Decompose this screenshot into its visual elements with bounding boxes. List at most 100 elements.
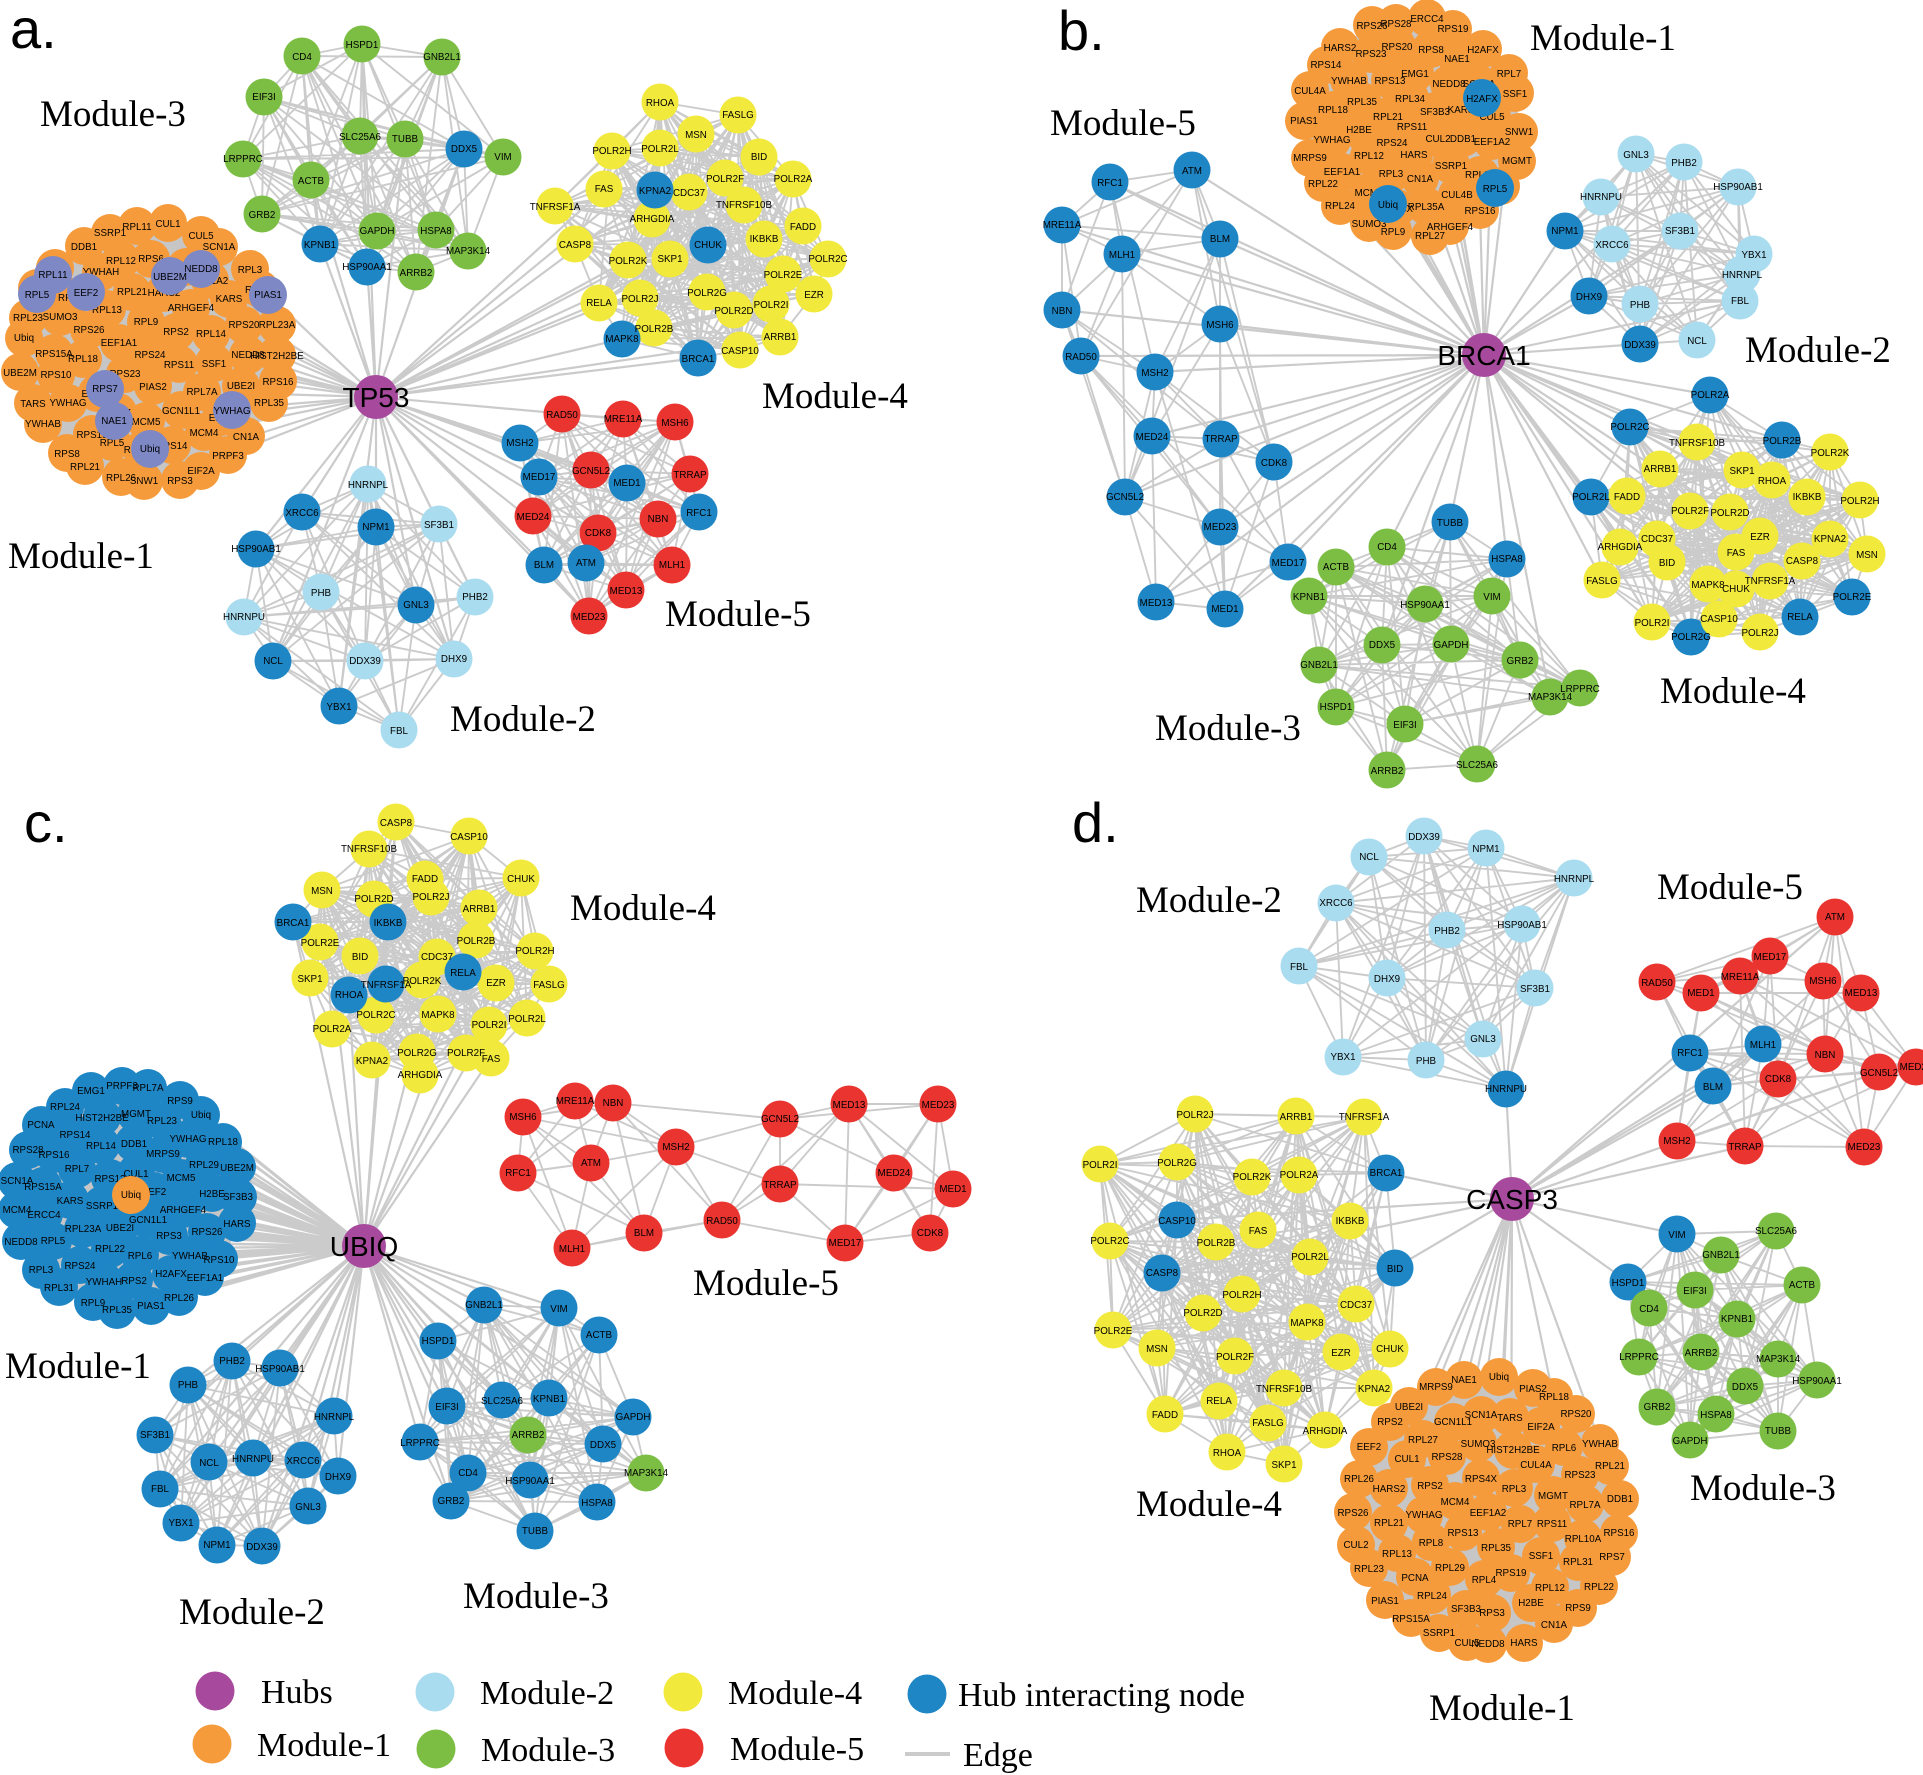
svg-text:POLR2J: POLR2J (621, 294, 658, 305)
svg-text:GCN5L2: GCN5L2 (572, 466, 610, 477)
svg-text:RPL23: RPL23 (13, 313, 44, 324)
svg-text:SUMO3: SUMO3 (1352, 219, 1387, 230)
svg-text:CN1A: CN1A (1407, 174, 1434, 185)
svg-text:RPS15A: RPS15A (35, 349, 73, 360)
svg-text:RPL22: RPL22 (1584, 1582, 1614, 1593)
svg-text:ARRB2: ARRB2 (1685, 1348, 1718, 1359)
svg-text:BRCA1: BRCA1 (277, 918, 310, 929)
svg-text:VIM: VIM (550, 1304, 567, 1315)
svg-text:MED23: MED23 (573, 612, 606, 623)
svg-text:KPNA2: KPNA2 (639, 186, 671, 197)
svg-text:POLR2I: POLR2I (754, 300, 789, 311)
svg-text:BLM: BLM (534, 560, 554, 571)
svg-text:RPS16: RPS16 (262, 377, 294, 388)
svg-text:EZR: EZR (1331, 1348, 1351, 1359)
svg-text:FAS: FAS (1727, 548, 1746, 559)
svg-text:HARS2: HARS2 (1373, 1484, 1406, 1495)
svg-text:Module-1: Module-1 (1429, 1688, 1575, 1729)
svg-text:CUL2: CUL2 (1425, 134, 1450, 145)
svg-text:RPL7A: RPL7A (1569, 1500, 1601, 1511)
svg-text:RPL5: RPL5 (25, 290, 50, 301)
svg-text:ARHGDIA: ARHGDIA (1303, 1426, 1348, 1437)
svg-text:MCM4: MCM4 (190, 428, 219, 439)
svg-text:MED13: MED13 (1140, 598, 1173, 609)
svg-text:CASP8: CASP8 (380, 818, 413, 829)
svg-text:RPL23: RPL23 (1354, 1564, 1385, 1575)
svg-text:HNRNPU: HNRNPU (223, 612, 265, 623)
svg-text:SSF1: SSF1 (202, 359, 227, 370)
svg-text:YWHAB: YWHAB (172, 1251, 208, 1262)
svg-text:Module-5: Module-5 (1657, 867, 1803, 908)
svg-text:MGMT: MGMT (121, 1109, 151, 1120)
svg-text:RPS8: RPS8 (54, 449, 80, 460)
svg-text:SNW1: SNW1 (1505, 127, 1533, 138)
svg-text:MLH1: MLH1 (1109, 250, 1135, 261)
svg-text:Module-3: Module-3 (1690, 1468, 1836, 1509)
svg-text:CDK8: CDK8 (1765, 1074, 1792, 1085)
svg-text:EEF1A2: EEF1A2 (1474, 137, 1511, 148)
svg-text:TUBB: TUBB (522, 1526, 549, 1537)
svg-text:Module-1: Module-1 (257, 1727, 391, 1764)
svg-text:H2BE: H2BE (1518, 1598, 1544, 1609)
svg-text:PIAS1: PIAS1 (1371, 1596, 1399, 1607)
svg-text:NBN: NBN (648, 514, 669, 525)
svg-text:FAS: FAS (595, 184, 614, 195)
svg-text:BID: BID (1659, 558, 1675, 569)
svg-text:RPL9: RPL9 (1381, 227, 1406, 238)
svg-text:RFC1: RFC1 (686, 508, 712, 519)
svg-text:SF3B1: SF3B1 (1520, 984, 1550, 995)
svg-text:RPL5: RPL5 (1483, 184, 1508, 195)
svg-text:YWHAB: YWHAB (25, 419, 61, 430)
svg-text:Hub interacting node: Hub interacting node (958, 1677, 1245, 1714)
svg-text:MED1: MED1 (1687, 988, 1714, 999)
svg-text:GNB2L1: GNB2L1 (423, 52, 461, 63)
svg-text:ARHGDIA: ARHGDIA (1598, 542, 1643, 553)
svg-text:RPS8: RPS8 (1418, 45, 1444, 56)
svg-text:CD4: CD4 (1639, 1304, 1659, 1315)
svg-text:RPL31: RPL31 (1465, 170, 1495, 181)
svg-text:POLR2E: POLR2E (301, 938, 340, 949)
svg-text:RHOA: RHOA (1213, 1448, 1242, 1459)
svg-text:HSP90AB1: HSP90AB1 (255, 1364, 305, 1375)
svg-text:RPL31: RPL31 (44, 1283, 74, 1294)
svg-text:DDB1: DDB1 (71, 242, 97, 253)
svg-text:ARRB1: ARRB1 (764, 332, 797, 343)
svg-text:RPS3: RPS3 (156, 1231, 182, 1242)
svg-text:HSPD1: HSPD1 (1320, 702, 1353, 713)
svg-text:MRE11A: MRE11A (1721, 972, 1760, 983)
svg-text:MSH6: MSH6 (661, 418, 689, 429)
svg-text:NAE1: NAE1 (101, 416, 127, 427)
svg-text:POLR2L: POLR2L (508, 1014, 546, 1025)
svg-text:RPS3: RPS3 (167, 476, 193, 487)
svg-text:BRCA1: BRCA1 (682, 354, 715, 365)
svg-text:MSH2: MSH2 (662, 1142, 689, 1153)
svg-text:POLR2E: POLR2E (1094, 1326, 1133, 1337)
svg-text:CDC37: CDC37 (421, 952, 453, 963)
svg-text:ACTB: ACTB (298, 176, 325, 187)
svg-text:HSP90AB1: HSP90AB1 (231, 544, 281, 555)
svg-text:TRRAP: TRRAP (763, 1180, 797, 1191)
svg-text:RPS10: RPS10 (203, 1255, 235, 1266)
svg-text:NCL: NCL (263, 656, 283, 667)
svg-text:RPL18: RPL18 (1318, 105, 1349, 116)
svg-text:Ubiq: Ubiq (1378, 200, 1398, 211)
svg-text:Ubiq: Ubiq (140, 444, 160, 455)
svg-text:ATM: ATM (581, 1158, 601, 1169)
svg-text:POLR2G: POLR2G (1157, 1158, 1197, 1169)
svg-text:CDK8: CDK8 (585, 528, 612, 539)
svg-text:DDX39: DDX39 (1624, 340, 1656, 351)
svg-text:RELA: RELA (450, 968, 476, 979)
svg-text:VIM: VIM (1668, 1230, 1685, 1241)
svg-text:MAPK8: MAPK8 (421, 1010, 455, 1021)
svg-text:H2AFX: H2AFX (1466, 94, 1498, 105)
svg-text:Ubiq: Ubiq (121, 1190, 141, 1201)
svg-text:RPL3: RPL3 (29, 1265, 54, 1276)
svg-text:DHX9: DHX9 (1374, 974, 1400, 985)
svg-text:PHB: PHB (1630, 300, 1651, 311)
svg-text:RPL21: RPL21 (1373, 112, 1403, 123)
svg-text:TARS: TARS (1497, 1413, 1523, 1424)
svg-text:SLC25A6: SLC25A6 (1755, 1226, 1797, 1237)
svg-text:EEF2: EEF2 (1357, 1442, 1382, 1453)
svg-text:POLR2D: POLR2D (354, 894, 393, 905)
svg-text:GAPDH: GAPDH (360, 226, 395, 237)
